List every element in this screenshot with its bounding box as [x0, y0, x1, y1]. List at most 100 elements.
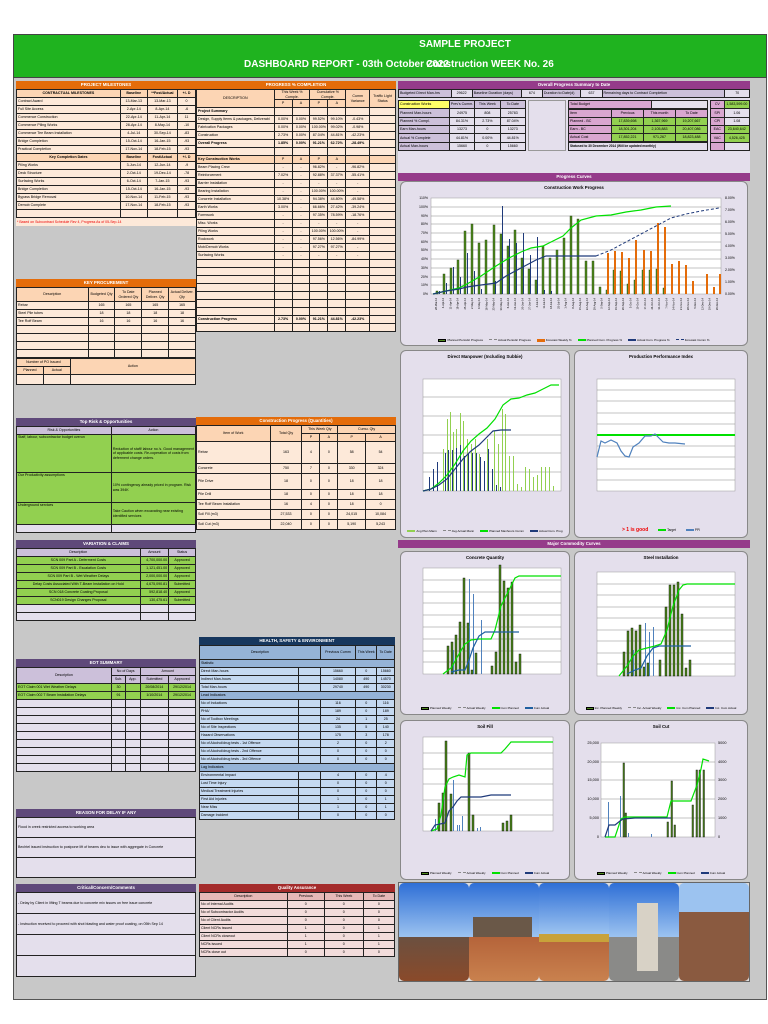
table-cell: 44.81% — [327, 315, 347, 325]
table-cell — [298, 811, 321, 820]
table-cell: 0 — [319, 747, 356, 756]
table-cell — [168, 612, 196, 621]
table-cell — [125, 763, 141, 772]
table-cell: -28.49% — [345, 139, 371, 149]
table-cell: Formwork — [196, 211, 275, 221]
table-row — [16, 763, 196, 772]
table-cell: 10% contingency already priced in progra… — [110, 472, 196, 503]
table-cell: 29740 — [319, 683, 356, 692]
table-cell: - — [273, 211, 293, 221]
table-cell — [369, 307, 396, 317]
table-cell: 16 — [114, 317, 143, 326]
table-cell — [125, 755, 141, 764]
svg-text:30-May-14: 30-May-14 — [499, 297, 503, 310]
kpi-row: SPI 1.06 — [710, 108, 750, 118]
column-header: This Week — [474, 99, 501, 110]
table-cell — [327, 299, 347, 309]
kpi-value: 1.06 — [723, 108, 750, 118]
table-cell: 0.00% — [474, 133, 501, 143]
svg-text:4-Jul-14: 4-Jul-14 — [535, 297, 539, 307]
table-row: Damage Incident 0 0 0 — [199, 811, 395, 820]
table-cell: Planned % Compl. — [398, 116, 450, 127]
table-cell — [16, 955, 196, 977]
table-cell: 1,367,969 — [643, 117, 677, 126]
table-cell: 17-Nov-14 — [119, 201, 148, 210]
table-cell: No of Site Inspections — [199, 723, 300, 732]
table-row — [16, 731, 196, 740]
table-cell: Staff, labour, subcontractor budget over… — [16, 434, 112, 473]
table-cell: 62.72% — [327, 139, 347, 149]
table-cell: EOT Claim 002 T Beam Installation Delays — [16, 691, 112, 700]
table-cell: 20,407,086 — [675, 125, 708, 134]
table-cell — [369, 267, 396, 277]
table-row: Pile Drill 18 0 0 18 18 — [196, 489, 396, 500]
table-cell: - — [291, 227, 311, 237]
svg-text:19-Dec-14: 19-Dec-14 — [708, 297, 712, 310]
table-cell: 0 — [354, 795, 378, 804]
table-cell: 15660 — [448, 141, 476, 152]
table-cell: 1 — [354, 715, 378, 724]
table-cell: Underground services — [16, 502, 112, 525]
svg-text:6-Jun-14: 6-Jun-14 — [506, 297, 510, 308]
soil-fill-plot — [422, 736, 554, 832]
table-cell — [16, 349, 89, 358]
table-cell — [114, 325, 143, 334]
table-cell: Surfacing Works — [196, 251, 275, 261]
table-cell: 0 — [319, 463, 339, 474]
table-cell — [291, 283, 311, 293]
table-cell — [369, 147, 396, 157]
table-cell: Construction — [196, 131, 275, 141]
table-row — [196, 267, 396, 277]
table-cell: Bypass Bridge Removal — [16, 193, 121, 202]
table-cell — [196, 283, 275, 293]
table-cell — [309, 299, 329, 309]
table-cell — [327, 283, 347, 293]
table-cell — [87, 333, 116, 342]
table-cell — [369, 291, 396, 301]
table-cell: 29/12/2014 — [168, 683, 196, 692]
col-p: P — [273, 99, 293, 109]
table-row: Concrete Installation 10.38% -94.38% 44.80%… — [196, 195, 396, 205]
remaining-value: 70 — [724, 89, 750, 98]
site-photo — [399, 883, 469, 981]
risk-title: Top Risk & Opportunities — [16, 418, 196, 426]
table-cell — [327, 259, 347, 269]
table-cell: 44.80% — [327, 195, 347, 205]
status-note: Statused to 30 December 2014 (Will be up… — [568, 142, 708, 151]
table-cell: 189 — [319, 707, 356, 716]
table-cell: Soil Fill (m3) — [196, 509, 271, 520]
milestones-panel: PROJECT MILESTONES CONTRACTUAL MILESTONE… — [16, 81, 196, 281]
commodity-title: Major Commodity Curves — [398, 540, 750, 548]
table-cell — [345, 147, 371, 157]
table-cell: 490 — [354, 675, 378, 684]
table-cell: -83 — [177, 129, 196, 138]
table-row: Fabrication Packages 0.00% 0.00% 100.00% 99.… — [196, 123, 396, 133]
table-cell: EOT Claim 001 Wet Weather Delays — [16, 683, 112, 692]
table-cell: 12.56% — [327, 235, 347, 245]
table-header: Key Completion Dates Baseline Fost/Actual +… — [16, 153, 196, 162]
table-row: Formwork - -97.35% 78.59% -18.76% — [196, 211, 396, 221]
table-cell: - — [291, 251, 311, 261]
table-cell: 0 — [354, 771, 378, 780]
table-cell: 0 — [354, 667, 378, 676]
table-cell — [139, 604, 170, 613]
table-row — [16, 739, 196, 748]
table-cell: Rebar — [16, 301, 89, 310]
table-cell: 0 — [319, 509, 339, 520]
overall-top-row: Budgeted Direct Man-hrs 29622 Baseline D… — [398, 89, 750, 98]
table-row: Commence Tee Beam Installation 4-Jul-14 30… — [16, 129, 196, 138]
table-cell — [16, 325, 89, 334]
table-cell: 1 — [362, 932, 395, 941]
table-cell — [139, 755, 170, 764]
table-cell: 4,700,000.00 — [139, 556, 170, 565]
table-cell: 1 — [376, 803, 395, 812]
table-cell: 0 — [286, 908, 325, 917]
svg-text:19-Sep-14: 19-Sep-14 — [614, 297, 618, 310]
svg-text:100%: 100% — [419, 205, 428, 209]
table-cell — [298, 795, 321, 804]
procurement-panel: KEY PROCUREMENT Description Budgeted Qty T… — [16, 279, 196, 409]
table-cell — [16, 731, 112, 740]
table-cell — [110, 707, 127, 716]
table-cell: No of Inductions — [199, 699, 300, 708]
table-cell: 0 — [301, 489, 321, 500]
